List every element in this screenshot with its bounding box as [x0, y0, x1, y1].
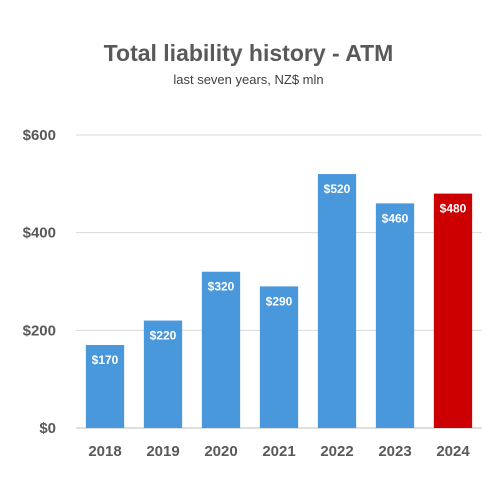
- chart-subtitle: last seven years, NZ$ mln: [173, 72, 324, 87]
- x-tick-label-2018: 2018: [88, 443, 121, 460]
- chart-title: Total liability history - ATM: [103, 40, 394, 66]
- data-label-2023: $460: [382, 211, 409, 225]
- bar-2022: [317, 174, 357, 428]
- data-label-2021: $290: [266, 294, 293, 308]
- data-label-2024: $480: [440, 202, 467, 216]
- y-tick-label: $200: [23, 322, 56, 339]
- bar-2021: [259, 286, 299, 428]
- x-tick-label-2023: 2023: [378, 443, 411, 460]
- data-label-2019: $220: [150, 329, 177, 343]
- bar-2019: [143, 320, 183, 428]
- data-label-2018: $170: [92, 353, 119, 367]
- y-tick-label: $400: [23, 225, 56, 242]
- x-tick-label-2020: 2020: [204, 443, 237, 460]
- bar-2023: [375, 203, 415, 428]
- data-label-2020: $320: [208, 280, 235, 294]
- y-tick-label: $0: [39, 420, 56, 437]
- x-tick-label-2022: 2022: [320, 443, 353, 460]
- bar-2018: [85, 344, 125, 428]
- x-tick-label-2021: 2021: [262, 443, 295, 460]
- bar-2020: [201, 271, 241, 428]
- y-tick-label: $600: [23, 127, 56, 144]
- bar-2024: [433, 193, 473, 428]
- x-tick-label-2024: 2024: [436, 443, 470, 460]
- data-label-2022: $520: [324, 182, 351, 196]
- x-tick-label-2019: 2019: [146, 443, 179, 460]
